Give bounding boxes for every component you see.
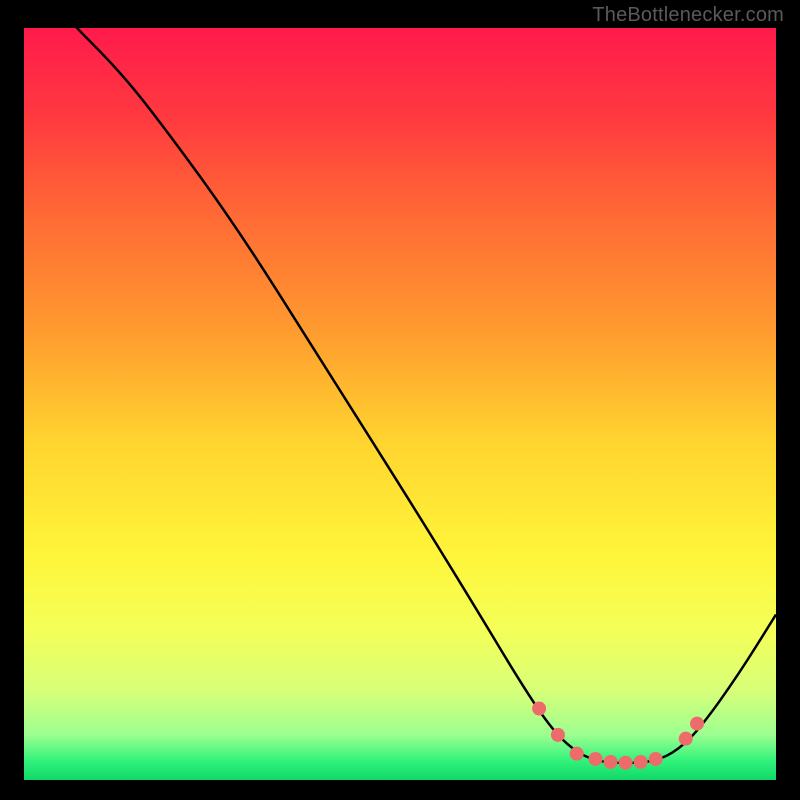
curve-marker bbox=[604, 755, 618, 769]
curve-marker bbox=[690, 717, 704, 731]
plot-area bbox=[24, 28, 776, 780]
curve-marker bbox=[589, 752, 603, 766]
curve-marker bbox=[619, 756, 633, 770]
curve-layer bbox=[24, 28, 776, 780]
curve-markers bbox=[532, 702, 704, 770]
watermark-text: TheBottlenecker.com bbox=[592, 4, 784, 27]
curve-marker bbox=[532, 702, 546, 716]
curve-marker bbox=[649, 752, 663, 766]
curve-marker bbox=[551, 728, 565, 742]
curve-marker bbox=[679, 732, 693, 746]
bottleneck-curve bbox=[24, 28, 776, 763]
curve-marker bbox=[634, 755, 648, 769]
curve-marker bbox=[570, 747, 584, 761]
chart-frame: TheBottlenecker.com bbox=[0, 0, 800, 800]
